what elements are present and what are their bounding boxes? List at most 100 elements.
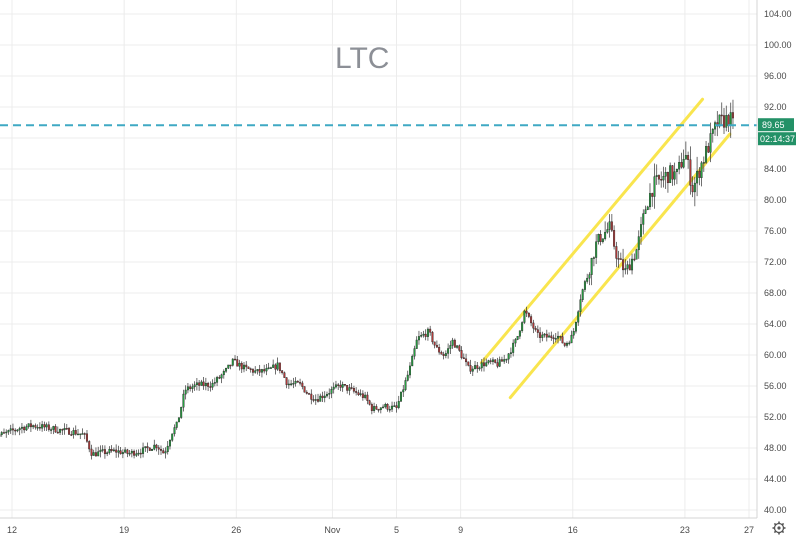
price-badges: 89.65 02:14:37 bbox=[758, 118, 796, 145]
candle-body bbox=[530, 317, 532, 323]
candle-body bbox=[508, 354, 510, 359]
candle-body bbox=[263, 369, 265, 371]
candle-body bbox=[503, 359, 505, 361]
y-tick-label: 80.00 bbox=[764, 195, 787, 205]
candle-body bbox=[692, 185, 694, 192]
candle-body bbox=[575, 322, 577, 331]
candle-body bbox=[46, 425, 48, 427]
candle-body bbox=[44, 424, 46, 427]
candle-body bbox=[438, 347, 440, 352]
candle-body bbox=[571, 335, 573, 343]
candle-body bbox=[506, 359, 508, 360]
candle-body bbox=[183, 394, 185, 407]
candle-body bbox=[450, 345, 452, 348]
candle-body bbox=[649, 193, 651, 207]
candle-body bbox=[39, 427, 41, 428]
candle-body bbox=[21, 427, 23, 428]
candle-body bbox=[245, 365, 247, 367]
candle-body bbox=[604, 232, 606, 239]
candle-body bbox=[127, 450, 129, 454]
settings-gear-icon[interactable] bbox=[773, 522, 786, 535]
candle-body bbox=[252, 369, 254, 372]
candle-body bbox=[607, 229, 609, 232]
candle-body bbox=[378, 409, 380, 410]
candle-body bbox=[542, 335, 544, 338]
candle-body bbox=[389, 409, 391, 410]
candle-body bbox=[656, 175, 658, 176]
candle-body bbox=[425, 334, 427, 337]
candle-body bbox=[174, 428, 176, 434]
candle-body bbox=[728, 115, 730, 125]
candle-body bbox=[396, 406, 398, 408]
candle-body bbox=[732, 112, 734, 118]
candle-body bbox=[555, 338, 557, 339]
candle-body bbox=[355, 391, 357, 392]
candle-body bbox=[228, 365, 230, 368]
candle-body bbox=[232, 359, 234, 365]
candle-body bbox=[459, 346, 461, 351]
candle-body bbox=[591, 258, 593, 274]
candle-body bbox=[393, 406, 395, 407]
candle-body bbox=[618, 258, 620, 259]
candle-body bbox=[358, 393, 360, 395]
candle-body bbox=[178, 418, 180, 422]
candle-body bbox=[631, 259, 633, 270]
candle-body bbox=[669, 166, 671, 183]
candle-body bbox=[636, 250, 638, 259]
candle-body bbox=[84, 433, 86, 434]
candle-body bbox=[674, 172, 676, 180]
candle-body bbox=[198, 383, 200, 386]
candle-body bbox=[409, 366, 411, 375]
candle-body bbox=[380, 408, 382, 410]
candle-body bbox=[100, 450, 102, 452]
candle-body bbox=[690, 160, 692, 186]
candle-body bbox=[405, 380, 407, 389]
candle-body bbox=[23, 427, 25, 430]
candle-body bbox=[216, 377, 218, 382]
candle-body bbox=[169, 440, 171, 446]
candle-body bbox=[402, 390, 404, 392]
candle-body bbox=[559, 336, 561, 337]
candle-body bbox=[297, 381, 299, 382]
candle-body bbox=[647, 207, 649, 210]
candle-body bbox=[584, 281, 586, 289]
candle-body bbox=[524, 311, 526, 323]
candle-body bbox=[12, 429, 14, 430]
x-tick-label: 12 bbox=[7, 525, 17, 535]
candle-body bbox=[445, 353, 447, 355]
candle-body bbox=[369, 401, 371, 405]
candle-body bbox=[667, 172, 669, 183]
candle-body bbox=[346, 385, 348, 390]
candle-body bbox=[512, 343, 514, 353]
candle-body bbox=[622, 260, 624, 270]
candle-body bbox=[335, 385, 337, 387]
candle-body bbox=[57, 432, 59, 433]
candle-body bbox=[385, 404, 387, 407]
candle-body bbox=[362, 394, 364, 398]
candle-body bbox=[452, 340, 454, 345]
candle-body bbox=[665, 172, 667, 176]
candle-body bbox=[721, 115, 723, 116]
candle-body bbox=[340, 385, 342, 387]
candle-body bbox=[142, 448, 144, 454]
candle-body bbox=[102, 449, 104, 450]
candle-body bbox=[683, 159, 685, 167]
candle-body bbox=[472, 369, 474, 371]
candle-body bbox=[638, 237, 640, 250]
candle-body bbox=[499, 360, 501, 367]
x-tick-label: 27 bbox=[744, 525, 754, 535]
candle-body bbox=[261, 369, 263, 372]
candle-body bbox=[17, 430, 19, 431]
candle-body bbox=[492, 360, 494, 362]
candle-body bbox=[535, 328, 537, 329]
candle-body bbox=[221, 375, 223, 378]
candle-body bbox=[510, 353, 512, 354]
candle-body bbox=[461, 350, 463, 357]
x-tick-label: Nov bbox=[324, 525, 341, 535]
candle-body bbox=[708, 146, 710, 152]
candle-body bbox=[407, 375, 409, 380]
candle-body bbox=[582, 290, 584, 300]
candle-body bbox=[331, 389, 333, 393]
candle-body bbox=[544, 334, 546, 335]
candle-body bbox=[376, 406, 378, 409]
